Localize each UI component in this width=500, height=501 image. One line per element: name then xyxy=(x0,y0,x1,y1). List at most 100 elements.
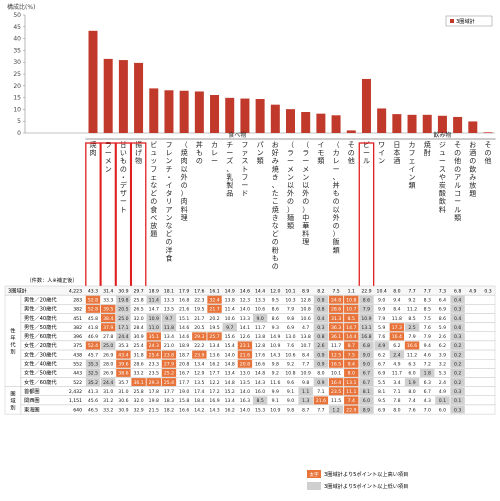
table-cell-shade xyxy=(389,350,405,359)
row-count: 1,151 xyxy=(69,398,82,404)
table-cell: 13.5 xyxy=(194,380,204,386)
table-cell: 7.7 xyxy=(408,288,415,294)
table-cell: 6.7 xyxy=(378,362,385,368)
row-label: 3圏域計 xyxy=(8,286,27,294)
table-cell-shade xyxy=(252,396,268,405)
table-cell-shade xyxy=(328,359,344,368)
category-label: ジュースや炭酸飲料 xyxy=(439,141,446,214)
bar xyxy=(316,113,326,133)
table-cell: 5.5 xyxy=(378,380,385,386)
table-cell: 28.0 xyxy=(103,362,113,368)
table-cell: 10.6 xyxy=(255,307,265,313)
table-cell: 17.3 xyxy=(392,325,402,331)
row-count: 552 xyxy=(73,362,82,368)
note-swatch-label: 太字 xyxy=(309,471,319,478)
table-cell: 23.9 xyxy=(194,352,204,358)
table-cell-shade xyxy=(116,368,131,377)
table-cell: 52.4 xyxy=(88,343,98,349)
bar xyxy=(134,62,144,133)
bar xyxy=(361,78,371,133)
table-cell: 41.8 xyxy=(88,325,98,331)
row-count: 451 xyxy=(73,316,82,322)
row-label: 関西圏 xyxy=(24,397,40,404)
table-cell: 16.2 xyxy=(225,407,235,413)
table-cell: 20.5 xyxy=(194,325,204,331)
table-cell-shade xyxy=(85,304,101,313)
table-cell-shade xyxy=(328,350,344,359)
table-cell-shade xyxy=(116,359,131,368)
bar xyxy=(286,109,295,133)
table-cell: 9.0 xyxy=(256,316,263,322)
table-cell: 7.4 xyxy=(348,398,355,404)
table-cell-shade xyxy=(450,378,465,387)
table-cell: 10.4 xyxy=(377,288,387,294)
category-label: 甘いもの・デザート xyxy=(120,140,127,214)
table-cell: 16.4 xyxy=(392,334,402,340)
table-cell: 31.2 xyxy=(103,398,113,404)
table-cell: 43.3 xyxy=(88,288,98,294)
table-cell: 9.4 xyxy=(393,297,400,303)
table-cell: 7.6 xyxy=(408,407,415,413)
table-cell: 14.8 xyxy=(225,380,235,386)
table-cell-shade xyxy=(359,295,374,304)
table-cell: 16.6 xyxy=(179,407,189,413)
table-cell: 11.8 xyxy=(392,316,402,322)
table-cell: 4.3 xyxy=(424,398,431,404)
category-label: 焼肉 xyxy=(90,140,97,157)
table-cell-shade xyxy=(161,378,177,387)
table-cell: 11.6 xyxy=(270,380,280,386)
table-cell: 11.1 xyxy=(346,389,356,395)
category-label: チーズ、乳製品 xyxy=(226,141,233,198)
table-cell-shade xyxy=(100,341,116,350)
table-cell: 36.1 xyxy=(331,334,341,340)
table-cell: 16.5 xyxy=(331,362,341,368)
table-cell-shade xyxy=(344,359,359,368)
table-cell: 8.0 xyxy=(393,288,400,294)
table-cell-shade xyxy=(146,341,161,350)
table-cell: 17.7 xyxy=(164,389,174,395)
table-cell: 0.4 xyxy=(317,316,324,322)
table-cell: 5.9 xyxy=(439,325,446,331)
category-label: 焼酎 xyxy=(424,140,431,157)
table-cell-shade xyxy=(450,396,465,405)
table-cell-shade xyxy=(359,304,374,313)
table-cell: 28.4 xyxy=(133,325,143,331)
table-cell-shade xyxy=(344,295,359,304)
table-cell: 32.0 xyxy=(133,316,143,322)
table-cell-shade xyxy=(404,341,420,350)
table-cell: 24.3 xyxy=(149,343,159,349)
table-cell-shade xyxy=(192,350,207,359)
table-cell: 0.3 xyxy=(454,334,461,340)
table-cell: 10.3 xyxy=(285,297,295,303)
table-cell: 14.4 xyxy=(346,334,356,340)
table-cell-shade xyxy=(207,304,222,313)
table-cell: 11.2 xyxy=(407,352,417,358)
table-cell: 25.4 xyxy=(164,380,174,386)
table-cell-shade xyxy=(420,368,435,377)
table-cell: 7.8 xyxy=(393,398,400,404)
table-cell: 13.8 xyxy=(225,297,235,303)
table-cell: 14.6 xyxy=(179,334,189,340)
table-cell: 30.6 xyxy=(118,398,128,404)
table-cell-shade xyxy=(344,314,359,322)
table-cell-shade xyxy=(328,323,344,332)
table-cell-shade xyxy=(161,323,177,332)
category-label: （ラーメン以外の）中華料理 xyxy=(302,141,309,246)
table-cell: 6.7 xyxy=(363,371,370,377)
table-cell: 6.3 xyxy=(408,362,415,368)
table-cell: 10.6 xyxy=(225,316,235,322)
table-cell: 35.3 xyxy=(88,362,98,368)
table-cell: 19.5 xyxy=(194,307,204,313)
table-cell: 13.5 xyxy=(164,307,174,313)
table-cell: 13.0 xyxy=(240,371,250,377)
table-cell: 8.1 xyxy=(378,389,385,395)
table-cell: 29.3 xyxy=(194,334,204,340)
table-cell-shade xyxy=(344,323,359,332)
table-cell: 9.5 xyxy=(272,297,279,303)
table-cell: 14.0 xyxy=(240,307,250,313)
table-cell: 9.8 xyxy=(272,362,279,368)
table-cell: 14.8 xyxy=(225,362,235,368)
row-label: 女性／60歳代 xyxy=(24,378,57,386)
bar xyxy=(483,132,493,133)
row-label: 首都圏 xyxy=(24,387,40,395)
